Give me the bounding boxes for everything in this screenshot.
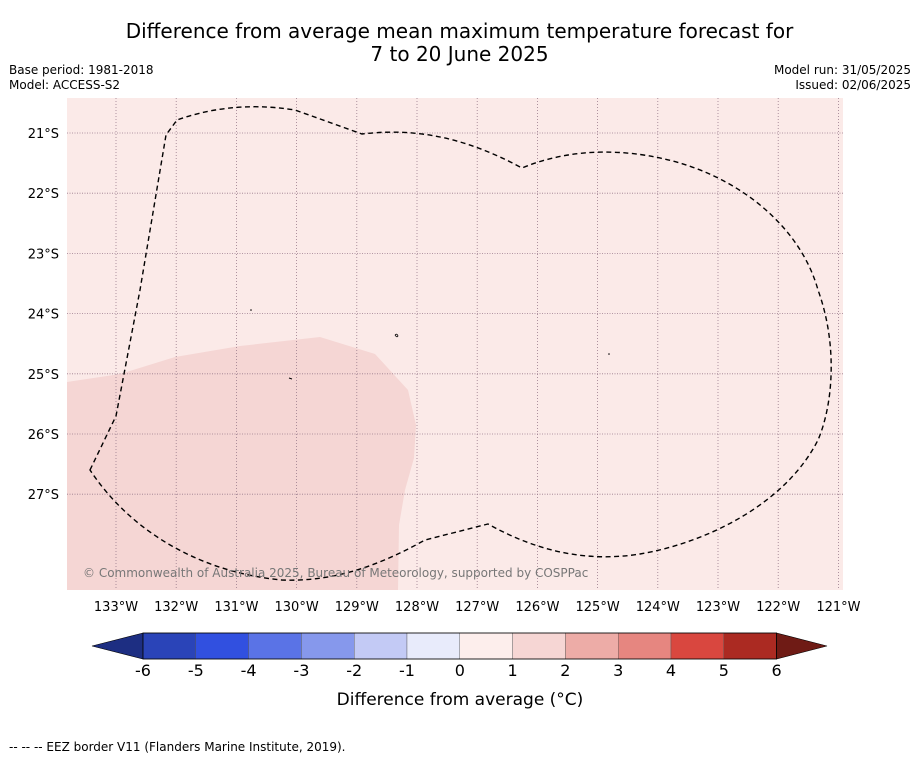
colorbar-cell [565, 632, 619, 660]
colorbar-tick-label: 0 [455, 661, 465, 680]
colorbar-tick-label: -2 [346, 661, 362, 680]
latitude-labels: 21°S 22°S 23°S 24°S 25°S 26°S 27°S [28, 127, 59, 503]
colorbar-tick-label: 6 [772, 661, 782, 680]
colorbar-tick-label: -3 [293, 661, 309, 680]
colorbar-cell [195, 632, 249, 660]
colorbar-tick-label: -5 [188, 661, 204, 680]
colorbar-tick-label: -6 [135, 661, 151, 680]
colorbar-cell [723, 632, 777, 660]
colorbar-cell [670, 632, 724, 660]
base-period: Base period: 1981-2018 [9, 63, 154, 77]
longitude-label: 123°W [696, 600, 740, 615]
colorbar-cell [618, 632, 672, 660]
latitude-label: 24°S [28, 308, 59, 323]
colorbar-tick-label: 5 [719, 661, 729, 680]
meta-left: Base period: 1981-2018 Model: ACCESS-S2 [9, 63, 154, 93]
small-islands [250, 309, 610, 380]
model-name: Model: ACCESS-S2 [9, 78, 121, 92]
latitude-label: 25°S [28, 368, 59, 383]
longitude-label: 132°W [154, 600, 198, 615]
island-marker [288, 377, 293, 380]
longitude-label: 129°W [335, 600, 379, 615]
title-line-1: Difference from average mean maximum tem… [125, 19, 794, 43]
colorbar-outline [142, 632, 777, 660]
colorbar-cell [354, 632, 408, 660]
colorbar-label: Difference from average (°C) [337, 690, 584, 710]
colorbar-cell [406, 632, 460, 660]
colorbar-cell [512, 632, 566, 660]
latitude-label: 27°S [28, 488, 59, 503]
colorbar-extend-low [91, 632, 144, 660]
longitude-label: 128°W [395, 600, 439, 615]
colorbar-cell [142, 632, 196, 660]
longitude-label: 126°W [515, 600, 559, 615]
colorbar-tick-label: 4 [666, 661, 676, 680]
footer-note: -- -- -- EEZ border V11 (Flanders Marine… [9, 740, 346, 754]
colorbar-tick-label: -1 [399, 661, 415, 680]
colorbar-cell [301, 632, 355, 660]
issued-date: Issued: 02/06/2025 [795, 78, 911, 92]
colorbar-extend-high [776, 632, 828, 660]
longitude-label: 125°W [576, 600, 620, 615]
colorbar-cells [91, 632, 828, 660]
longitude-label: 121°W [816, 600, 860, 615]
island-marker [608, 353, 610, 355]
colorbar-tick-label: 1 [508, 661, 518, 680]
latitude-label: 26°S [28, 428, 59, 443]
island-marker [250, 309, 252, 311]
latitude-label: 22°S [28, 187, 59, 202]
latitude-label: 23°S [28, 247, 59, 262]
longitude-label: 133°W [94, 600, 138, 615]
longitude-labels: 133°W 132°W 131°W 130°W 129°W 128°W 127°W 126°W… [94, 600, 861, 615]
colorbar-cell [248, 632, 302, 660]
longitude-label: 130°W [275, 600, 319, 615]
colorbar: -6 -5 -4 -3 -2 -1 0 1 2 3 4 5 6 Difference from aver… [91, 632, 828, 710]
colorbar-cell [459, 632, 513, 660]
title-line-2: 7 to 20 June 2025 [370, 42, 549, 66]
map-area: © Commonwealth of Australia 2025, Bureau… [67, 98, 843, 590]
longitude-label: 131°W [214, 600, 258, 615]
copyright-notice: © Commonwealth of Australia 2025, Bureau… [83, 566, 588, 580]
latitude-label: 21°S [28, 127, 59, 142]
island-marker [394, 333, 399, 338]
longitude-label: 122°W [756, 600, 800, 615]
gridlines [67, 98, 843, 590]
model-run: Model run: 31/05/2025 [773, 63, 911, 77]
longitude-label: 124°W [636, 600, 680, 615]
colorbar-tick-label: 3 [613, 661, 623, 680]
colorbar-tick-label: 2 [560, 661, 570, 680]
longitude-label: 127°W [455, 600, 499, 615]
eez-border [89, 106, 832, 581]
colorbar-tick-label: -4 [241, 661, 257, 680]
warm-anomaly-region [67, 337, 416, 590]
colorbar-ticks: -6 -5 -4 -3 -2 -1 0 1 2 3 4 5 6 [135, 661, 782, 680]
meta-right: Model run: 31/05/2025 Issued: 02/06/2025 [774, 63, 911, 93]
